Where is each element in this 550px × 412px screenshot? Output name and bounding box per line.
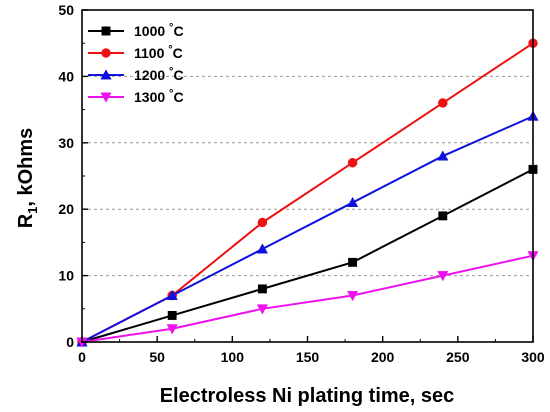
y-tick-label: 0 [66,334,74,350]
y-axis-title-suffix: , kOhms [15,128,37,207]
series-line [81,254,534,343]
data-point [346,291,359,302]
legend-label: 1300 °C [134,88,184,105]
x-axis-title: Electroless Ni plating time, sec [160,385,455,407]
legend-entry: 1300 °C [88,88,184,105]
data-point [437,271,449,282]
series-1200 [76,110,539,347]
y-tick-label: 20 [58,201,74,217]
data-point [256,243,269,254]
x-tick-label: 0 [78,349,86,365]
series-1300 [76,251,539,348]
grid-lines [82,75,533,277]
legend-entry: 1100 °C [88,44,183,61]
x-tick-label: 200 [371,349,395,365]
series-line [81,115,534,343]
series-1100 [77,38,538,347]
y-tick-label: 50 [58,2,74,18]
y-axis-title-main: R [15,213,37,228]
y-tick-label: 10 [58,268,74,284]
data-point [347,157,358,168]
x-tick-label: 300 [521,349,545,365]
legend: 1000 °C 1100 °C 1200 °C 1300 °C [88,22,184,105]
data-point [438,98,448,108]
data-point [256,304,269,315]
data-point [437,150,449,161]
legend-marker [101,48,111,58]
data-point [348,257,358,267]
x-tick-label: 250 [446,349,470,365]
x-tick-label: 150 [296,349,320,365]
legend-marker [100,92,112,103]
data-point [166,324,178,335]
legend-label: 1200 °C [134,66,184,83]
data-point [257,217,268,228]
data-point [346,196,359,208]
legend-marker [101,26,111,36]
series-layer [76,38,539,348]
legend-entry: 1200 °C [88,66,184,83]
legend-marker [100,69,112,80]
legend-entry: 1000 °C [88,22,184,39]
legend-label: 1100 °C [134,44,183,61]
y-axis-title: R1, kOhms [15,128,40,229]
x-tick-label: 100 [221,349,245,365]
y-axis-title-subscript: 1 [25,207,40,214]
data-point [167,310,177,320]
y-tick-label: 40 [58,68,74,84]
data-point [438,211,448,221]
data-point [257,284,267,294]
x-tick-label: 50 [149,349,165,365]
axis-ticks: 0 50 100 150 200 250 300 0 10 20 30 40 50 [58,2,544,365]
data-point [166,289,178,300]
y-tick-label: 30 [58,135,74,151]
series-line [81,168,534,343]
legend-label: 1000 °C [134,22,184,39]
